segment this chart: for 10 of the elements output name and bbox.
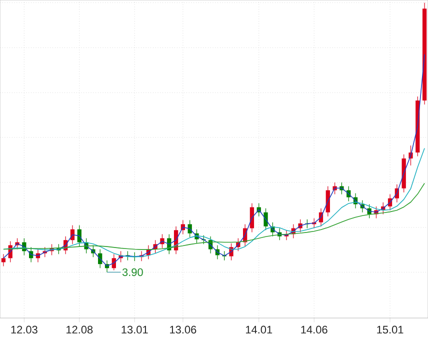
candlestick — [250, 202, 254, 233]
candlestick — [1, 254, 6, 267]
x-tick-label: 14.06 — [301, 326, 328, 334]
x-tick-label: 13.01 — [122, 326, 148, 334]
x-tick-label: 15.01 — [377, 326, 404, 334]
x-tick-label: 14.01 — [246, 326, 272, 334]
x-tick-label: 12.03 — [11, 326, 38, 334]
x-tick-label: 13.06 — [170, 326, 196, 334]
x-tick-label: 12.08 — [66, 326, 93, 334]
annotation: 3.90 — [122, 268, 143, 276]
